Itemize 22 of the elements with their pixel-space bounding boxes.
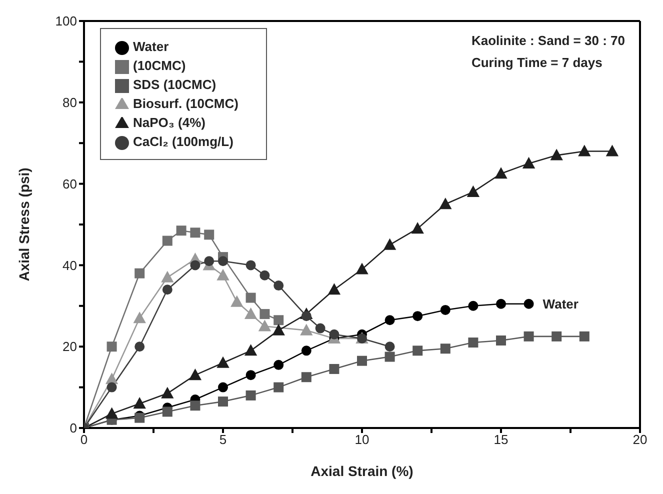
x-tick-label: 20 <box>632 432 648 448</box>
y-tick-label: 80 <box>62 95 77 110</box>
annotation: Kaolinite : Sand = 30 : 70 <box>471 32 625 50</box>
x-axis-title: Axial Strain (%) <box>310 463 414 479</box>
x-tick-label: 0 <box>80 432 88 448</box>
y-tick-label: 0 <box>70 420 77 436</box>
annotation: Curing Time = 7 days <box>471 54 604 72</box>
y-tick-label: 60 <box>62 176 77 192</box>
x-tick-label: 10 <box>354 432 370 448</box>
legend-label: CaCl₂ (100mg/L) <box>133 134 234 149</box>
y-axis-title: Axial Stress (psi) <box>16 168 32 282</box>
legend-label: Biosurf. (10CMC) <box>133 96 238 111</box>
y-tick-label: 100 <box>55 14 77 29</box>
y-tick-label: 40 <box>62 258 77 273</box>
y-tick-label: 20 <box>62 339 77 354</box>
annotation: Water <box>542 296 578 312</box>
x-tick-label: 5 <box>219 432 227 448</box>
legend-label: NaPO₃ (4%) <box>133 115 206 130</box>
legend-label: (10CMC) <box>133 58 186 73</box>
legend-label: SDS (10CMC) <box>133 77 216 92</box>
legend-label: Water <box>133 39 169 54</box>
x-tick-label: 15 <box>494 432 508 448</box>
